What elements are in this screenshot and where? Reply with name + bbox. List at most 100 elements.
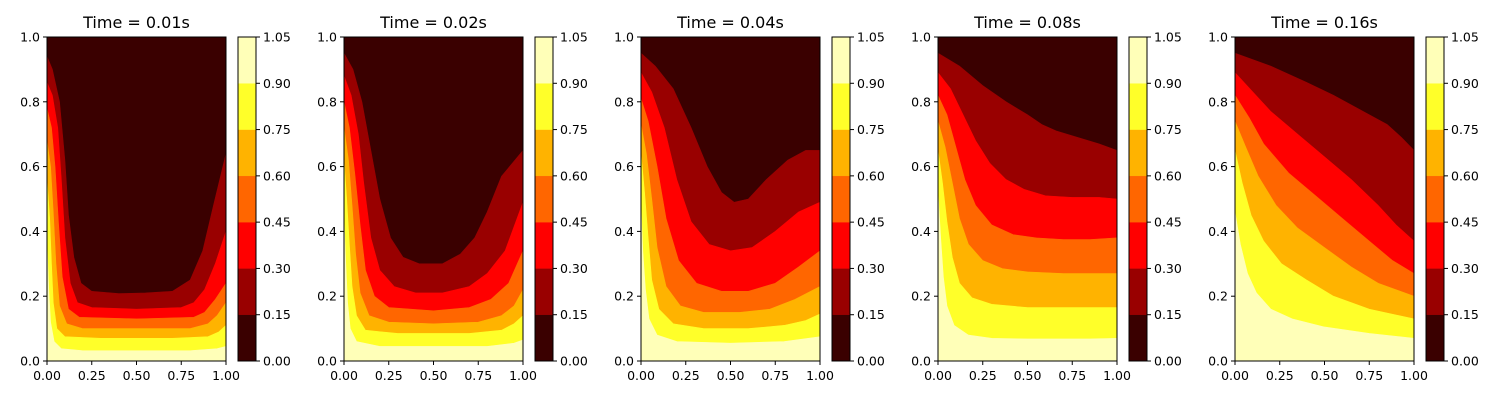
colorbar-tick-label: 0.45 [1154, 215, 1182, 230]
contour-band-6 [937, 192, 1118, 362]
colorbar-tick-label: 0.30 [560, 261, 588, 276]
colorbar-tick-label: 0.60 [857, 168, 885, 183]
y-tick-label: 1.0 [911, 30, 931, 45]
colorbar-tick-label: 0.15 [560, 307, 588, 322]
colorbar-tick-label: 0.45 [560, 215, 588, 230]
colorbar-tick-label: 0.75 [263, 122, 291, 137]
colorbar-segment [1128, 36, 1148, 84]
y-tick-label: 0.2 [911, 289, 931, 304]
x-tick-label: 0.50 [717, 368, 745, 383]
colorbar-segment [1128, 129, 1148, 177]
y-tick-label: 0.0 [20, 354, 40, 369]
colorbar-tick-label: 1.05 [1154, 30, 1182, 45]
x-tick-label: 0.75 [464, 368, 492, 383]
colorbar-tick-label: 0.60 [263, 168, 291, 183]
x-tick-label: 1.00 [1400, 368, 1428, 383]
colorbar-tick-label: 0.15 [263, 307, 291, 322]
panel-title: Time = 0.04s [676, 13, 784, 32]
colorbar-segment [831, 175, 851, 223]
colorbar-tick-label: 0.15 [857, 307, 885, 322]
contour-band-2 [343, 75, 524, 362]
colorbar-segment [534, 83, 554, 130]
colorbar: 0.00 0.15 0.30 0.45 0.60 0.75 0.90 1.05 [1128, 30, 1182, 369]
colorbar-tick-label: 0.45 [857, 215, 885, 230]
x-tick-label: 0.50 [123, 368, 151, 383]
panel-1: Time = 0.01s 0.00 0.25 0.50 0.75 1.00 0.0 0.2 0.… [20, 13, 291, 383]
colorbar-segment [1425, 268, 1445, 315]
y-tick-label: 0.6 [317, 159, 337, 174]
panel-3: Time = 0.04s 0.00 0.25 0.50 0.75 1.00 0.0 0.2 0.… [614, 13, 885, 383]
colorbar-tick-label: 0.30 [1451, 261, 1479, 276]
colorbar-tick-label: 0.60 [1451, 168, 1479, 183]
colorbar: 0.00 0.15 0.30 0.45 0.60 0.75 0.90 1.05 [237, 30, 291, 369]
colorbar-segment [1425, 175, 1445, 223]
colorbar-tick-label: 1.05 [857, 30, 885, 45]
y-tick-label: 0.2 [20, 289, 40, 304]
colorbar-segment [1425, 83, 1445, 130]
colorbar-segment [534, 221, 554, 269]
y-tick-label: 0.0 [317, 354, 337, 369]
colorbar-tick-label: 0.00 [560, 354, 588, 369]
colorbar-segment [237, 36, 257, 84]
colorbar-frame [1425, 36, 1445, 362]
x-tick-label: 1.00 [1103, 368, 1131, 383]
colorbar-frame [831, 36, 851, 362]
x-tick-label: 0.00 [627, 368, 655, 383]
colorbar-tick-label: 0.90 [1451, 76, 1479, 91]
colorbar-tick-label: 0.30 [857, 261, 885, 276]
y-tick-label: 1.0 [20, 30, 40, 45]
colorbar-segment [1128, 175, 1148, 223]
colorbar-tick-label: 0.15 [1154, 307, 1182, 322]
colorbar-tick-label: 0.45 [1451, 215, 1479, 230]
colorbar-segment [831, 83, 851, 130]
colorbar-segment [237, 175, 257, 223]
y-tick-label: 0.8 [911, 94, 931, 109]
colorbar-segment [534, 129, 554, 177]
colorbar-tick-label: 0.90 [560, 76, 588, 91]
colorbar-tick-label: 0.45 [263, 215, 291, 230]
colorbar-tick-label: 0.75 [560, 122, 588, 137]
colorbar-tick-label: 1.05 [263, 30, 291, 45]
x-tick-label: 0.25 [1266, 368, 1294, 383]
x-tick-label: 0.00 [33, 368, 61, 383]
panel-4: Time = 0.08s 0.00 0.25 0.50 0.75 1.00 0.0 0.2 0.… [911, 13, 1182, 383]
colorbar-segment [1128, 268, 1148, 315]
colorbar-segment [534, 36, 554, 84]
x-tick-label: 1.00 [212, 368, 240, 383]
panel-title: Time = 0.02s [379, 13, 487, 32]
colorbar-segment [1128, 314, 1148, 362]
colorbar-segment [1128, 221, 1148, 269]
panel-5: Time = 0.16s 0.00 0.25 0.50 0.75 1.00 0.0 0.2 0.… [1208, 13, 1479, 383]
x-tick-label: 0.25 [78, 368, 106, 383]
colorbar-segment [831, 129, 851, 177]
colorbar-segment [534, 314, 554, 362]
y-tick-label: 0.8 [614, 94, 634, 109]
colorbar-segment [1425, 129, 1445, 177]
colorbar-tick-label: 0.00 [1154, 354, 1182, 369]
colorbar-frame [1128, 36, 1148, 362]
y-tick-label: 0.0 [911, 354, 931, 369]
colorbar-segment [1425, 314, 1445, 362]
colorbar-segment [534, 268, 554, 315]
x-tick-label: 0.50 [420, 368, 448, 383]
colorbar-segment [831, 268, 851, 315]
panel-title: Time = 0.08s [973, 13, 1081, 32]
colorbar-tick-label: 0.90 [1154, 76, 1182, 91]
x-tick-label: 0.50 [1014, 368, 1042, 383]
colorbar-segment [1128, 83, 1148, 130]
contour-band-5 [46, 179, 227, 362]
y-tick-label: 0.4 [614, 224, 634, 239]
colorbar-segment [237, 129, 257, 177]
contour-band-5 [343, 160, 524, 362]
contour-band-3 [640, 98, 821, 362]
y-tick-label: 0.6 [911, 159, 931, 174]
y-tick-label: 0.4 [20, 224, 40, 239]
y-tick-label: 1.0 [614, 30, 634, 45]
colorbar-tick-label: 0.75 [1154, 122, 1182, 137]
colorbar-tick-label: 1.05 [1451, 30, 1479, 45]
x-tick-label: 0.25 [969, 368, 997, 383]
colorbar-tick-label: 0.30 [1154, 261, 1182, 276]
y-tick-label: 1.0 [1208, 30, 1228, 45]
x-tick-label: 1.00 [509, 368, 537, 383]
x-tick-label: 0.00 [924, 368, 952, 383]
